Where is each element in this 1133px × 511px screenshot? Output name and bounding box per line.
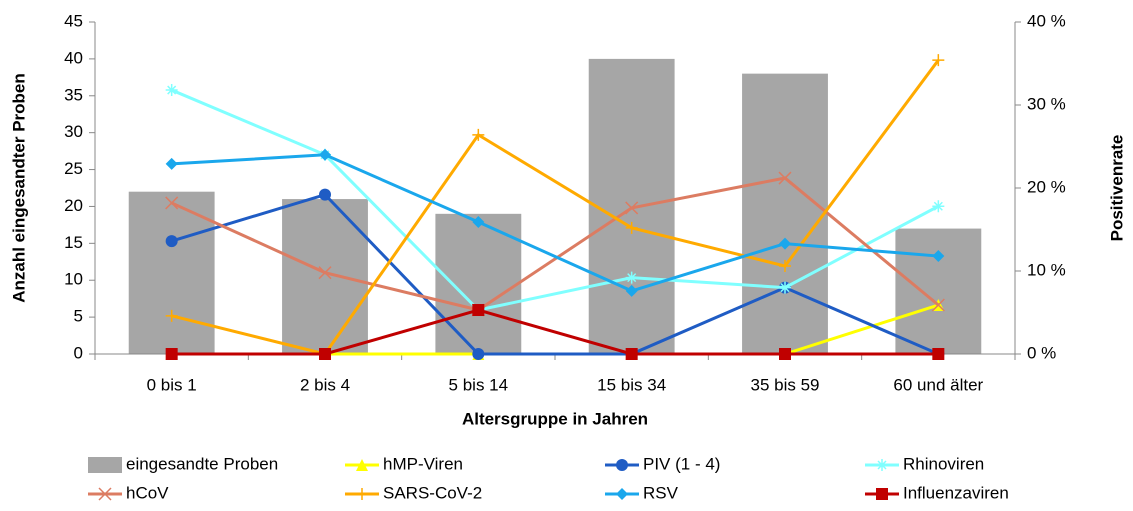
legend-label: hCoV xyxy=(126,483,169,502)
y-tick-label: 25 xyxy=(64,159,83,178)
legend-entry: hCoV xyxy=(88,483,169,502)
marker xyxy=(472,216,485,229)
y-tick-label: 35 xyxy=(64,85,83,104)
legend-label: SARS-CoV-2 xyxy=(383,483,482,502)
line xyxy=(171,153,939,293)
marker xyxy=(318,266,332,280)
marker xyxy=(165,157,178,170)
marker xyxy=(319,348,331,360)
marker xyxy=(931,298,945,312)
y-tick-label: 30 xyxy=(64,122,83,141)
line xyxy=(171,192,939,356)
legend-marker xyxy=(356,459,368,471)
marker xyxy=(625,201,639,215)
marker xyxy=(625,284,638,297)
x-tick-label: 0 bis 1 xyxy=(147,375,197,394)
line xyxy=(171,59,940,356)
legend-label: PIV (1 - 4) xyxy=(643,454,720,473)
marker xyxy=(779,260,791,273)
marker xyxy=(932,54,945,67)
y2-tick-label: 40 % xyxy=(1027,11,1066,30)
marker xyxy=(472,128,485,141)
legend-entry: SARS-CoV-2 xyxy=(345,483,482,502)
legend-entry: Influenzaviren xyxy=(865,483,1009,502)
y-tick-label: 10 xyxy=(64,270,83,289)
marker xyxy=(319,188,331,201)
bar xyxy=(742,73,828,355)
marker xyxy=(932,250,945,263)
marker xyxy=(932,348,945,360)
legend-marker xyxy=(616,488,628,500)
legend-marker xyxy=(616,459,628,471)
x-tick-label: 15 bis 34 xyxy=(597,375,666,394)
y-tick-label: 0 xyxy=(74,343,83,362)
x-tick-label: 2 bis 4 xyxy=(300,375,350,394)
legend-marker xyxy=(876,488,888,500)
x-tick-label: 5 bis 14 xyxy=(449,375,509,394)
marker xyxy=(779,348,791,360)
marker xyxy=(779,237,791,250)
legend-entry: PIV (1 - 4) xyxy=(605,454,720,473)
marker xyxy=(165,196,179,210)
marker xyxy=(165,84,178,97)
legend-label: hMP-Viren xyxy=(383,454,463,473)
y-tick-label: 20 xyxy=(64,196,83,215)
y2-tick-label: 0 % xyxy=(1027,343,1056,362)
marker xyxy=(779,281,791,294)
legend-swatch xyxy=(88,457,122,473)
legend-entry: Rhinoviren xyxy=(865,454,984,473)
legend-label: Rhinoviren xyxy=(903,454,984,473)
line xyxy=(171,88,940,312)
bar xyxy=(435,213,522,354)
y-axis-title: Anzahl eingesandter Proben xyxy=(9,73,28,303)
y2-axis-title: Positivenrate xyxy=(1107,135,1126,242)
marker xyxy=(625,271,638,284)
marker xyxy=(165,309,178,322)
marker xyxy=(472,304,485,317)
legend-entry: eingesandte Proben xyxy=(88,454,278,473)
legend-label: Influenzaviren xyxy=(903,483,1009,502)
marker xyxy=(625,221,638,234)
marker xyxy=(625,348,638,360)
y2-tick-label: 30 % xyxy=(1027,94,1066,113)
line xyxy=(171,176,940,312)
x-axis-title: Altersgruppe in Jahren xyxy=(462,409,648,428)
bar xyxy=(128,191,215,354)
legend-marker xyxy=(356,488,368,500)
marker xyxy=(165,235,178,248)
legend-entry: hMP-Viren xyxy=(345,454,463,473)
marker xyxy=(778,171,792,185)
bar xyxy=(282,199,368,354)
marker xyxy=(932,200,945,213)
x-tick-label: 35 bis 59 xyxy=(751,375,820,394)
legend-entry: RSV xyxy=(605,483,679,502)
y2-tick-label: 10 % xyxy=(1027,260,1066,279)
legend-label: RSV xyxy=(643,483,679,502)
legend-label: eingesandte Proben xyxy=(126,454,278,473)
y-tick-label: 15 xyxy=(64,233,83,252)
y-tick-label: 45 xyxy=(64,11,83,30)
bar xyxy=(895,228,982,354)
y-tick-label: 5 xyxy=(74,307,83,326)
line xyxy=(171,308,939,356)
y2-tick-label: 20 % xyxy=(1027,177,1066,196)
marker xyxy=(472,348,485,360)
legend-marker xyxy=(98,487,112,501)
legend-marker xyxy=(876,459,888,471)
y-tick-label: 40 xyxy=(64,48,83,67)
marker xyxy=(165,348,178,360)
x-tick-label: 60 und älter xyxy=(893,375,983,394)
marker xyxy=(319,148,331,161)
